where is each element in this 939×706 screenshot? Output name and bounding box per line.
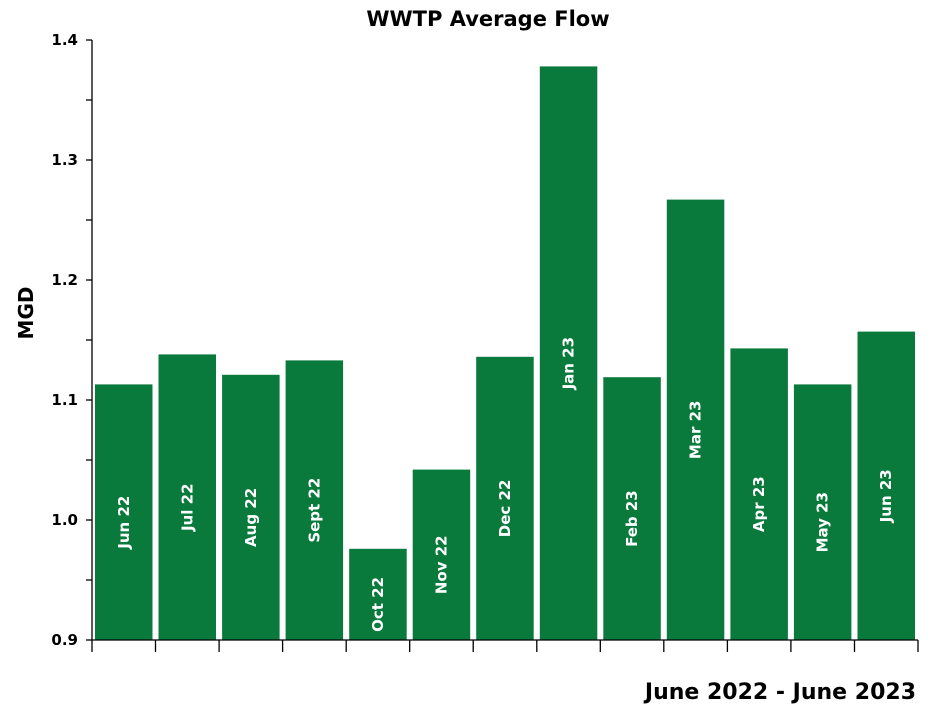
bar-jul-22	[158, 354, 216, 640]
bar-label: Nov 22	[433, 535, 451, 594]
bar-jan-23	[539, 66, 598, 640]
bar-label: Sept 22	[305, 478, 323, 543]
y-tick-label: 1.3	[51, 151, 78, 169]
bar-sept-22	[285, 360, 344, 640]
axes-group: 0.9 1.0 1.1 1.2 1.3 1.4	[51, 31, 919, 652]
bar-label: Feb 23	[623, 490, 641, 547]
bar-label: Jun 22	[115, 496, 133, 550]
bar-jun-22	[95, 384, 153, 640]
bar-apr-23	[730, 348, 788, 640]
y-tick-label: 1.0	[51, 511, 78, 529]
bar-label: May 23	[814, 492, 832, 552]
bar-mar-23	[666, 199, 725, 640]
bar-jun-23	[857, 331, 915, 640]
bar-label: Jan 23	[560, 337, 578, 390]
bar-oct-22	[349, 548, 407, 640]
bar-label: Jul 22	[178, 483, 196, 532]
y-tick-label: 1.2	[51, 271, 78, 289]
bar-nov-22	[412, 469, 471, 640]
chart-title: WWTP Average Flow	[366, 7, 609, 31]
bar-feb-23	[603, 377, 661, 640]
bar-label: Mar 23	[687, 401, 705, 460]
bar-label: Apr 23	[750, 476, 768, 532]
bar-may-23	[793, 384, 852, 640]
x-axis-label: June 2022 - June 2023	[643, 680, 916, 705]
y-axis-label: MGD	[14, 287, 38, 340]
bar-dec-22	[476, 356, 534, 640]
bar-label: Dec 22	[496, 480, 514, 538]
bars-group: Jun 22 Jul 22 Aug 22 Sept 22 Oct 22 Nov 22 Dec…	[95, 66, 915, 640]
y-tick-label: 0.9	[51, 631, 78, 649]
bar-label: Jun 23	[877, 469, 895, 523]
bar-label: Aug 22	[242, 488, 260, 547]
y-tick-label: 1.1	[51, 391, 78, 409]
y-tick-label: 1.4	[51, 31, 78, 49]
bar-label: Oct 22	[369, 577, 387, 632]
bar-aug-22	[222, 374, 280, 640]
